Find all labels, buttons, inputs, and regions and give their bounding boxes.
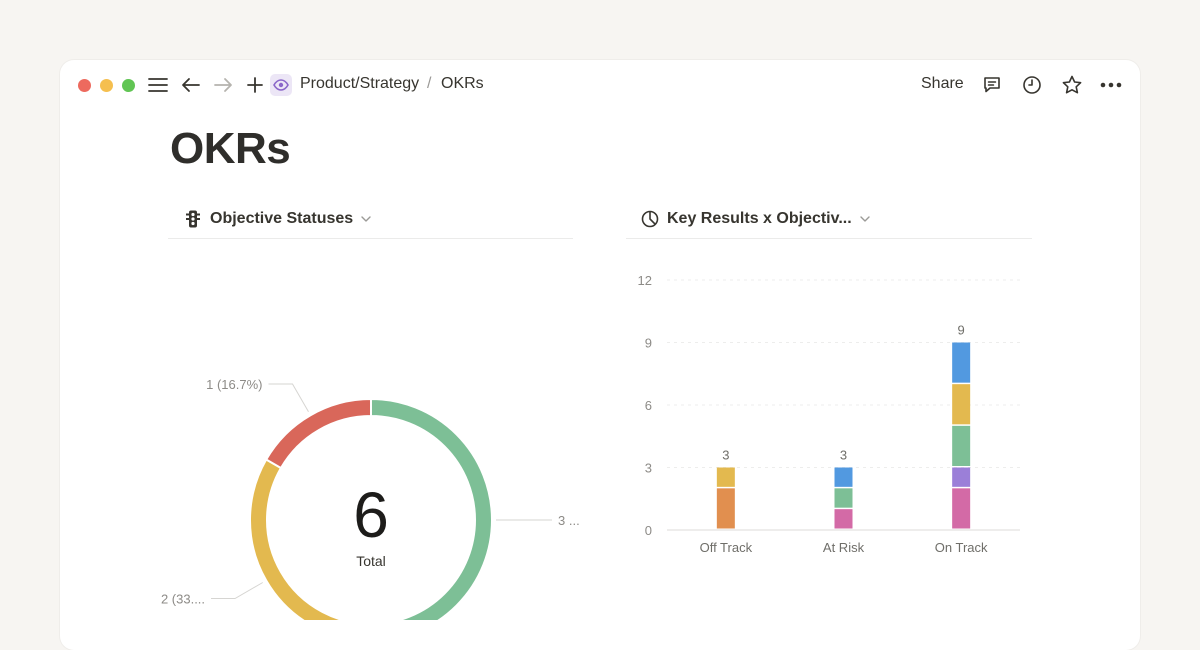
bar-segment[interactable] bbox=[716, 467, 735, 487]
bar-segment[interactable] bbox=[952, 384, 971, 425]
donut-slice-label: 3 ... bbox=[558, 513, 580, 528]
donut-chart: 3 ... 2 (33.... 1 (16.7%) 6 Total bbox=[161, 377, 580, 620]
top-bar: Product/Strategy / OKRs Share bbox=[60, 60, 1140, 110]
breadcrumb-current[interactable]: OKRs bbox=[441, 75, 484, 92]
stacked-bar-chart: 0 3 6 9 12 3 Off Track 3 At Risk 9 On Track bbox=[638, 273, 1020, 555]
bar-segment[interactable] bbox=[716, 488, 735, 529]
donut-slice[interactable] bbox=[264, 397, 372, 470]
y-tick-label: 6 bbox=[645, 398, 652, 413]
notion-window: Product/Strategy / OKRs Share OKRs Objec… bbox=[60, 60, 1140, 650]
donut-block-title: Objective Statuses bbox=[210, 210, 354, 227]
donut-slice[interactable] bbox=[370, 397, 493, 620]
eye-icon bbox=[270, 74, 292, 96]
y-tick-label: 0 bbox=[645, 523, 652, 538]
chevron-down-icon[interactable] bbox=[361, 216, 371, 222]
maximize-window-button[interactable] bbox=[122, 79, 135, 92]
back-arrow-icon[interactable] bbox=[180, 74, 202, 96]
y-tick-label: 12 bbox=[638, 273, 652, 288]
traffic-light-icon bbox=[184, 210, 202, 228]
breadcrumb-parent[interactable]: Product/Strategy bbox=[300, 75, 420, 92]
bar-total-label: 9 bbox=[958, 323, 965, 338]
pie-chart-icon bbox=[641, 210, 659, 228]
close-window-button[interactable] bbox=[78, 79, 91, 92]
x-category-label: At Risk bbox=[823, 540, 865, 555]
y-tick-label: 9 bbox=[645, 336, 652, 351]
bar-block-header[interactable]: Key Results x Objectiv... bbox=[626, 200, 1032, 239]
clock-icon[interactable] bbox=[1021, 74, 1043, 96]
minimize-window-button[interactable] bbox=[100, 79, 113, 92]
donut-slice-label: 2 (33.... bbox=[161, 592, 205, 607]
bar-total-label: 3 bbox=[722, 448, 729, 463]
bar-block-title: Key Results x Objectiv... bbox=[667, 210, 852, 227]
sidebar-menu-icon[interactable] bbox=[147, 74, 169, 96]
bar-total-label: 3 bbox=[840, 448, 847, 463]
donut-label-leader bbox=[211, 582, 263, 599]
x-category-label: On Track bbox=[935, 540, 988, 555]
bar-segment[interactable] bbox=[952, 342, 971, 383]
donut-total-label: Total bbox=[356, 553, 386, 569]
breadcrumb-separator: / bbox=[427, 75, 432, 92]
x-category-label: Off Track bbox=[700, 540, 753, 555]
donut-block-header[interactable]: Objective Statuses bbox=[168, 200, 573, 239]
donut-label-leader bbox=[268, 383, 309, 412]
star-icon[interactable] bbox=[1061, 74, 1083, 96]
donut-total-value: 6 bbox=[353, 479, 389, 551]
chevron-down-icon[interactable] bbox=[859, 216, 870, 222]
bar-segment[interactable] bbox=[834, 488, 853, 508]
y-tick-label: 3 bbox=[645, 461, 652, 476]
share-button[interactable]: Share bbox=[921, 75, 964, 92]
bar-segment[interactable] bbox=[952, 467, 971, 487]
page-title: OKRs bbox=[170, 124, 291, 173]
bar-segment[interactable] bbox=[834, 467, 853, 487]
comment-icon[interactable] bbox=[981, 74, 1003, 96]
bar-segment[interactable] bbox=[952, 425, 971, 466]
bar-segment[interactable] bbox=[952, 488, 971, 529]
more-options-icon[interactable] bbox=[1099, 74, 1123, 96]
plus-icon[interactable] bbox=[244, 74, 266, 96]
donut-slice-label: 1 (16.7%) bbox=[206, 377, 262, 392]
bar-segment[interactable] bbox=[834, 509, 853, 529]
forward-arrow-icon[interactable] bbox=[212, 74, 234, 96]
